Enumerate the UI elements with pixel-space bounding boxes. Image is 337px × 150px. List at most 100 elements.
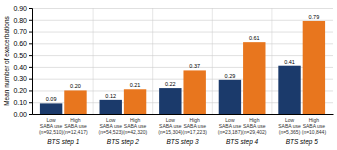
- grid-tick: [32, 32, 333, 33]
- bar: [278, 66, 300, 114]
- y-tick-label: 0.50: [13, 52, 27, 59]
- data-label: 0.29: [225, 73, 236, 79]
- y-tick: 0.90: [13, 5, 32, 12]
- bar-label: HighSABA use(n=17,223): [183, 117, 208, 135]
- bar-label: HighSABA use(n=10,844): [302, 117, 327, 135]
- grid-tick: [32, 55, 333, 56]
- group-separator: [212, 8, 213, 114]
- data-label: 0.21: [130, 82, 141, 88]
- x-tick: BTS step 4: [226, 138, 259, 146]
- bar: [159, 88, 181, 114]
- y-tick-mark: [29, 8, 32, 9]
- data-labels: 0.090.120.220.290.410.200.210.370.610.79: [46, 14, 319, 102]
- y-tick: 0.30: [13, 75, 32, 82]
- x-axis-line: [33, 114, 334, 115]
- bar-labels: LowSABA use(n=92,510) LowSABA use(n=54,52…: [39, 117, 326, 135]
- bar-label: LowSABA use(n=23,187): [218, 117, 243, 135]
- y-tick-label: 0.00: [13, 111, 27, 118]
- y-tick-label: 0.80: [13, 17, 27, 24]
- data-label: 0.61: [249, 35, 260, 41]
- bar-label-line: (n=5,365): [279, 129, 301, 135]
- chart-svg: 0.090.120.220.290.410.200.210.370.610.79…: [0, 0, 337, 150]
- y-tick-mark: [29, 90, 32, 91]
- y-tick: 0.20: [13, 87, 32, 94]
- y-axis-line: [29, 9, 33, 115]
- bars: [40, 21, 325, 114]
- y-tick-mark: [29, 32, 32, 33]
- data-label: 0.41: [284, 59, 295, 65]
- data-label: 0.12: [105, 93, 116, 99]
- y-tick-label: 0.70: [13, 28, 27, 35]
- y-tick-label: 0.20: [13, 87, 27, 94]
- bar-label-line: (n=10,844): [302, 129, 327, 135]
- x-tick: BTS step 3: [166, 138, 199, 146]
- group-separator: [152, 8, 153, 114]
- y-tick-mark: [29, 43, 32, 44]
- bar-label-line: (n=29,402): [242, 129, 267, 135]
- bar-label: LowSABA use(n=92,510): [39, 117, 64, 135]
- y-tick-label: 0.60: [13, 40, 27, 47]
- bar: [219, 80, 241, 114]
- bar: [303, 21, 325, 114]
- y-tick-mark: [29, 114, 32, 115]
- bar-label-line: (n=23,187): [218, 129, 243, 135]
- grid-tick: [32, 20, 333, 21]
- y-tick: 0.40: [13, 64, 32, 71]
- bar-label: HighSABA use(n=29,402): [242, 117, 267, 135]
- y-tick-label: 0.40: [13, 64, 27, 71]
- x-tick-label: BTS step 3: [166, 138, 199, 146]
- grid-tick: [32, 114, 333, 115]
- bar-label-line: (n=92,510): [39, 129, 64, 135]
- bar-label-line: (n=12,417): [63, 129, 88, 135]
- bar-label: LowSABA use(n=15,304): [158, 117, 183, 135]
- grid-line: [32, 114, 333, 115]
- grid-tick: [32, 43, 333, 44]
- y-tick-mark: [29, 79, 32, 80]
- grid-line: [32, 20, 333, 21]
- grid-tick: [32, 8, 333, 9]
- data-label: 0.79: [309, 14, 320, 20]
- x-tick: BTS step 2: [107, 138, 140, 146]
- bar: [124, 89, 146, 114]
- y-tick: 0.00: [13, 111, 32, 118]
- data-label: 0.37: [189, 63, 200, 69]
- y-tick-mark: [29, 55, 32, 56]
- bar-label: HighSABA use(n=12,417): [63, 117, 88, 135]
- y-grid: [32, 9, 333, 115]
- y-tick-label: 0.30: [13, 75, 27, 82]
- grid-line: [32, 55, 333, 56]
- x-tick: BTS step 5: [286, 138, 319, 146]
- y-tick: 0.50: [13, 52, 32, 59]
- y-tick: 0.70: [13, 28, 32, 35]
- bar-label-line: (n=17,223): [183, 129, 208, 135]
- bar: [64, 90, 86, 114]
- bar: [183, 70, 205, 114]
- group-separators: [93, 8, 272, 114]
- bar-label: LowSABA use(n=54,523): [99, 117, 124, 135]
- y-tick: 0.60: [13, 40, 32, 47]
- grid-line: [32, 43, 333, 44]
- bar: [40, 103, 62, 114]
- data-label: 0.09: [46, 96, 57, 102]
- group-separator: [271, 8, 272, 114]
- grid-line: [32, 32, 333, 33]
- y-tick-mark: [29, 20, 32, 21]
- bar: [243, 42, 265, 114]
- y-axis: 0.00 0.10 0.20 0.30 0.40 0.50 0.60 0.70 0.80 0.90: [13, 5, 32, 118]
- bar-label: LowSABA use(n=5,365): [278, 117, 301, 135]
- x-tick: BTS step 1: [47, 138, 80, 146]
- x-tick-label: BTS step 4: [226, 138, 259, 146]
- group-separator: [93, 8, 94, 114]
- plot: 0.090.120.220.290.410.200.210.370.610.79…: [13, 5, 333, 146]
- y-axis-title: Mean number of exacerbations: [3, 15, 10, 105]
- data-label: 0.20: [70, 83, 81, 89]
- y-tick: 0.10: [13, 99, 32, 106]
- x-tick-label: BTS step 1: [47, 138, 80, 146]
- y-tick: 0.80: [13, 17, 32, 24]
- bar-label-line: (n=54,523): [99, 129, 124, 135]
- x-tick-label: BTS step 5: [286, 138, 319, 146]
- x-axis: BTS step 1 BTS step 2 BTS step 3 BTS step 4…: [33, 115, 334, 146]
- y-tick-label: 0.10: [13, 99, 27, 106]
- grid-line: [32, 8, 333, 9]
- bar-label: HighSABA use(n=42,320): [123, 117, 148, 135]
